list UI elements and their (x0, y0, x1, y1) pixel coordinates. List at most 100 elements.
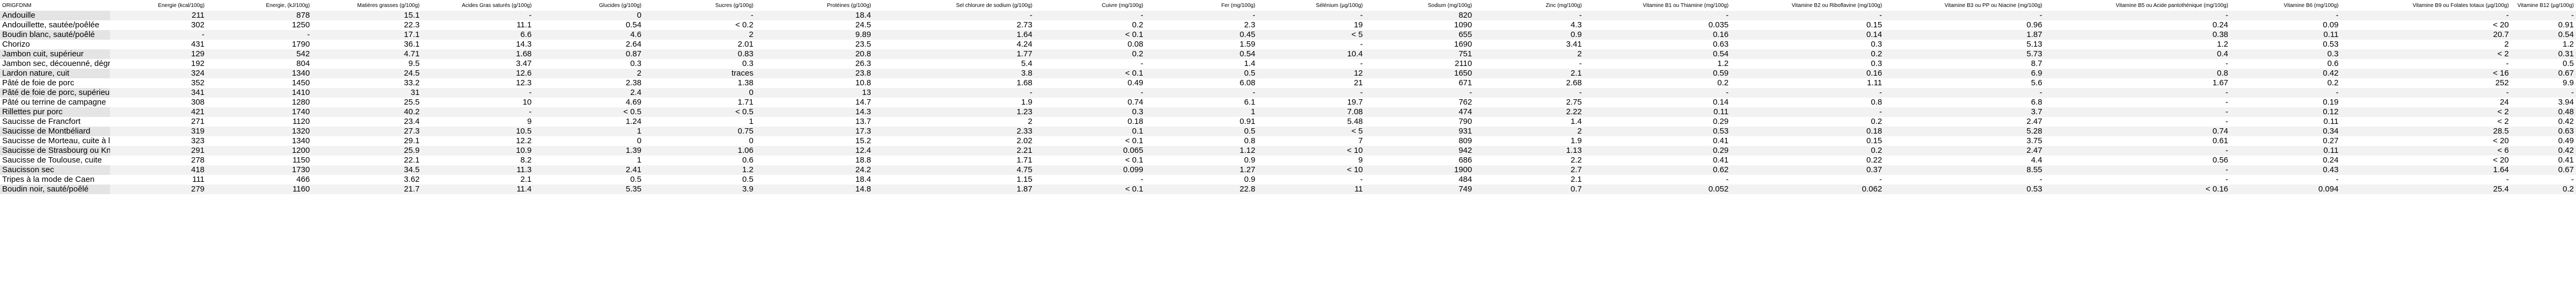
value-cell: 0.8 (2044, 69, 2231, 78)
value-cell: 0.48 (2511, 107, 2576, 117)
value-cell: 1.2 (1583, 59, 1731, 69)
value-cell: 27.3 (312, 127, 422, 136)
value-cell: 3.8 (873, 69, 1035, 78)
value-cell: 271 (110, 117, 207, 127)
value-cell: - (1364, 88, 1475, 98)
value-cell: 25.9 (312, 146, 422, 156)
value-cell: 0.3 (534, 59, 644, 69)
value-cell: < 0.5 (534, 107, 644, 117)
value-cell: 6.6 (421, 30, 534, 40)
value-cell: < 5 (1257, 30, 1365, 40)
value-cell: 0.2 (2511, 185, 2576, 194)
value-cell: - (1034, 175, 1145, 185)
value-cell: 0.96 (1884, 20, 2045, 30)
food-name-cell: Andouille (0, 11, 110, 20)
value-cell: 1.64 (873, 30, 1035, 40)
column-header: Vitamine B1 ou Thiamine (mg/100g) (1643, 2, 1729, 9)
value-cell: 4.75 (873, 165, 1035, 175)
value-cell: < 2 (2340, 49, 2511, 59)
value-cell: 2 (1474, 127, 1584, 136)
value-cell: 0.9 (1474, 30, 1584, 40)
value-cell: - (2340, 59, 2511, 69)
value-cell: - (2044, 117, 2231, 127)
value-cell: 0.63 (1583, 40, 1731, 49)
value-cell: 0.42 (2511, 117, 2576, 127)
value-cell: 22.1 (312, 156, 422, 165)
value-cell: 1340 (207, 136, 312, 146)
value-cell: 0.43 (2230, 165, 2341, 175)
value-cell: 0.12 (2230, 107, 2341, 117)
value-cell: 0.37 (1731, 165, 1885, 175)
value-cell: 192 (110, 59, 207, 69)
value-cell: 2.41 (534, 165, 644, 175)
value-cell: 0.094 (2230, 185, 2341, 194)
value-cell: 0.2 (1034, 49, 1145, 59)
value-cell: 31 (312, 88, 422, 98)
value-cell: 11.1 (421, 20, 534, 30)
value-cell: 1 (1145, 107, 1258, 117)
value-cell: 1160 (207, 185, 312, 194)
table-row: Saucisse de Morteau, cuite à l'eau323134… (0, 136, 2576, 146)
value-cell: 4.4 (1884, 156, 2045, 165)
value-cell: 5.13 (1884, 40, 2045, 49)
value-cell: - (1034, 11, 1145, 20)
value-cell: 5.48 (1257, 117, 1365, 127)
value-cell: 0.5 (534, 175, 644, 185)
value-cell: 0.53 (1583, 127, 1731, 136)
food-name-cell: Saucisse de Toulouse, cuite (0, 156, 110, 165)
value-cell: 0.15 (1731, 20, 1885, 30)
value-cell: 474 (1364, 107, 1475, 117)
value-cell: 0.63 (2511, 127, 2576, 136)
value-cell: 1.2 (2511, 40, 2576, 49)
food-name-cell: Saucisse de Morteau, cuite à l'eau (0, 136, 110, 146)
value-cell: 5.35 (534, 185, 644, 194)
value-cell: - (110, 30, 207, 40)
value-cell: 0.91 (2511, 20, 2576, 30)
value-cell: 1.77 (873, 49, 1035, 59)
column-header: Energie (kcal/100g) (158, 2, 205, 9)
value-cell: 2 (2340, 40, 2511, 49)
value-cell: - (2230, 11, 2341, 20)
value-cell: - (1257, 175, 1365, 185)
value-cell: 10.5 (421, 127, 534, 136)
value-cell: 8.7 (1884, 59, 2045, 69)
value-cell: 324 (110, 69, 207, 78)
value-cell: 1.15 (873, 175, 1035, 185)
value-cell: 0.54 (534, 20, 644, 30)
value-cell: 1.2 (2044, 40, 2231, 49)
value-cell: 279 (110, 185, 207, 194)
value-cell: 2.75 (1474, 98, 1584, 107)
table-row: Pâté ou terrine de campagne 308 1280 25.5 10… (0, 98, 2576, 107)
value-cell: 804 (207, 59, 312, 69)
value-cell: 40.2 (312, 107, 422, 117)
table-row: Saucisse de Strasbourg ou Knack291120025… (0, 146, 2576, 156)
value-cell: 466 (207, 175, 312, 185)
value-cell: 0.8 (1145, 136, 1258, 146)
value-cell: 0.11 (2230, 146, 2341, 156)
value-cell: 291 (110, 146, 207, 156)
value-cell: 1.4 (1145, 59, 1258, 69)
value-cell: 22.8 (1145, 185, 1258, 194)
value-cell: 3.47 (421, 59, 534, 69)
value-cell: 0.53 (2230, 40, 2341, 49)
value-cell: 12.6 (421, 69, 534, 78)
value-cell: 0.11 (2230, 30, 2341, 40)
value-cell: 790 (1364, 117, 1475, 127)
value-cell: - (1731, 175, 1885, 185)
value-cell: 0.61 (2044, 136, 2231, 146)
value-cell: 931 (1364, 127, 1475, 136)
value-cell: 1.2 (643, 165, 756, 175)
value-cell: 2.1 (1474, 175, 1584, 185)
value-cell: 20.7 (2340, 30, 2511, 40)
value-cell: 26.3 (755, 59, 873, 69)
value-cell: 0.5 (1145, 69, 1258, 78)
value-cell: < 20 (2340, 20, 2511, 30)
value-cell: 252 (2340, 78, 2511, 88)
value-cell: - (421, 11, 534, 20)
value-cell: - (1884, 88, 2045, 98)
value-cell: - (1034, 88, 1145, 98)
value-cell: 0.1 (1034, 127, 1145, 136)
value-cell: 0.45 (1145, 30, 1258, 40)
value-cell: 25.4 (2340, 185, 2511, 194)
value-cell: 0 (643, 136, 756, 146)
